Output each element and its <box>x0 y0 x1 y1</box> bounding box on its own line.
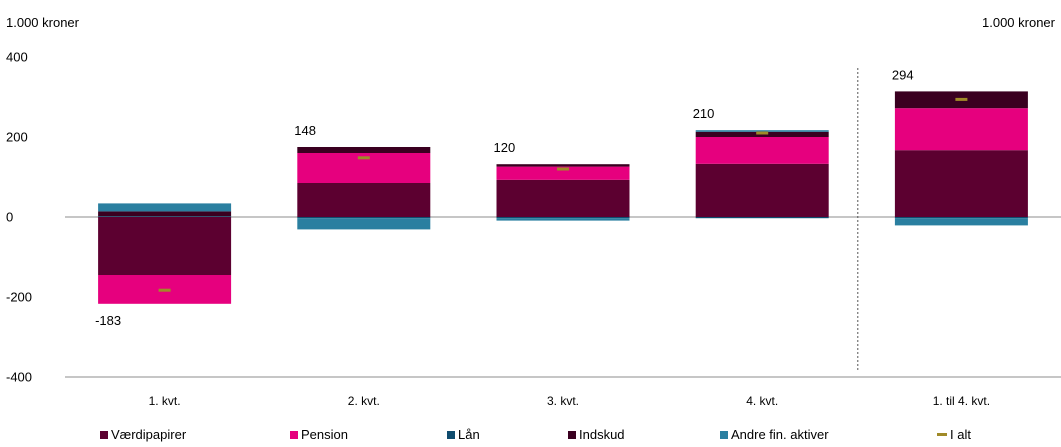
total-data-label: 120 <box>494 140 516 155</box>
x-tick-label: 1. til 4. kvt. <box>933 394 990 408</box>
y-tick-label: 200 <box>6 130 28 145</box>
legend-item-i-alt: I alt <box>937 427 971 442</box>
bar-segment-indskud <box>496 164 630 167</box>
bar-segment-andre-fin-aktiver <box>98 203 232 212</box>
x-tick-label: 4. kvt. <box>746 394 778 408</box>
legend-swatch-laan <box>447 430 455 439</box>
x-tick-label: 2. kvt. <box>348 394 380 408</box>
x-tick-label: 1. kvt. <box>149 394 181 408</box>
bar-segment-lån <box>98 216 232 217</box>
total-data-label: 148 <box>294 123 316 138</box>
stacked-bar-chart: -400 -200 0 200 400 -183 1. kvt. 148 2. kvt. 120 3… <box>6 50 1061 408</box>
total-marker <box>756 131 769 135</box>
legend-item-vaerdipapirer: Værdipapirer <box>100 427 186 442</box>
bar-segment-indskud <box>98 211 232 217</box>
bar-segment-værdipapirer <box>894 150 1028 217</box>
legend-label-i-alt: I alt <box>950 427 971 442</box>
bar-segment-andre-fin-aktiver <box>496 218 630 221</box>
legend-label-pension: Pension <box>301 427 348 442</box>
bar-segment-lån <box>894 217 1028 219</box>
total-marker <box>955 97 968 101</box>
legend-swatch-vaerdipapirer <box>100 430 108 439</box>
total-marker <box>357 156 370 160</box>
bar-segment-værdipapirer <box>496 179 630 217</box>
legend-label-vaerdipapirer: Værdipapirer <box>111 427 187 442</box>
bar-segment-pension <box>695 137 829 164</box>
legend-swatch-pension <box>290 430 298 439</box>
bar-segment-andre-fin-aktiver <box>894 218 1028 226</box>
legend-swatch-andre-fin-aktiver <box>720 430 728 439</box>
bar-segment-indskud <box>297 147 431 153</box>
total-data-label: -183 <box>95 313 121 328</box>
legend-item-laan: Lån <box>447 427 480 442</box>
y-axis-unit-left: 1.000 kroner <box>6 15 79 30</box>
total-data-label: 210 <box>693 106 715 121</box>
bar-segment-andre-fin-aktiver <box>297 218 431 230</box>
bar-segment-lån <box>496 217 630 219</box>
bar-segment-lån <box>695 217 829 219</box>
x-tick-label: 3. kvt. <box>547 394 579 408</box>
total-data-label: 294 <box>892 67 914 82</box>
legend-item-pension: Pension <box>290 427 348 442</box>
legend-swatch-indskud <box>568 430 576 439</box>
legend-label-laan: Lån <box>458 427 480 442</box>
total-marker <box>158 288 171 292</box>
legend-item-andre-fin-aktiver: Andre fin. aktiver <box>720 427 829 442</box>
y-tick-label: -400 <box>6 370 32 385</box>
y-tick-label: 0 <box>6 210 13 225</box>
bar-segment-værdipapirer <box>695 163 829 217</box>
bar-segment-pension <box>496 166 630 180</box>
bar-segment-værdipapirer <box>297 183 431 217</box>
y-tick-label: -200 <box>6 290 32 305</box>
legend-swatch-i-alt <box>937 433 947 436</box>
bar-segment-pension <box>894 108 1028 151</box>
bar-segment-andre-fin-aktiver <box>695 130 829 132</box>
y-axis-unit-right: 1.000 kroner <box>982 15 1055 30</box>
legend-item-indskud: Indskud <box>568 427 625 442</box>
chart-legend: Værdipapirer Pension Lån Indskud Andre f… <box>0 427 1061 447</box>
total-marker <box>557 167 569 171</box>
legend-label-andre-fin-aktiver: Andre fin. aktiver <box>731 427 829 442</box>
bar-segment-værdipapirer <box>98 217 232 275</box>
y-tick-label: 400 <box>6 50 28 65</box>
legend-label-indskud: Indskud <box>579 427 625 442</box>
bar-segment-lån <box>297 217 431 219</box>
